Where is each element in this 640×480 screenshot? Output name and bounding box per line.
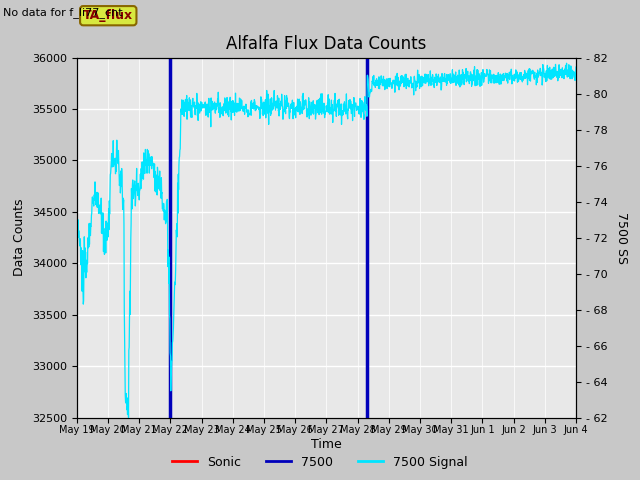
Y-axis label: 7500 SS: 7500 SS <box>615 212 628 264</box>
Text: No data for f_li77_cnt: No data for f_li77_cnt <box>3 7 123 18</box>
Y-axis label: Data Counts: Data Counts <box>13 199 26 276</box>
Legend: Sonic, 7500, 7500 Signal: Sonic, 7500, 7500 Signal <box>167 451 473 474</box>
Title: Alfalfa Flux Data Counts: Alfalfa Flux Data Counts <box>226 35 427 53</box>
X-axis label: Time: Time <box>311 438 342 451</box>
Text: TA_flux: TA_flux <box>83 9 133 22</box>
